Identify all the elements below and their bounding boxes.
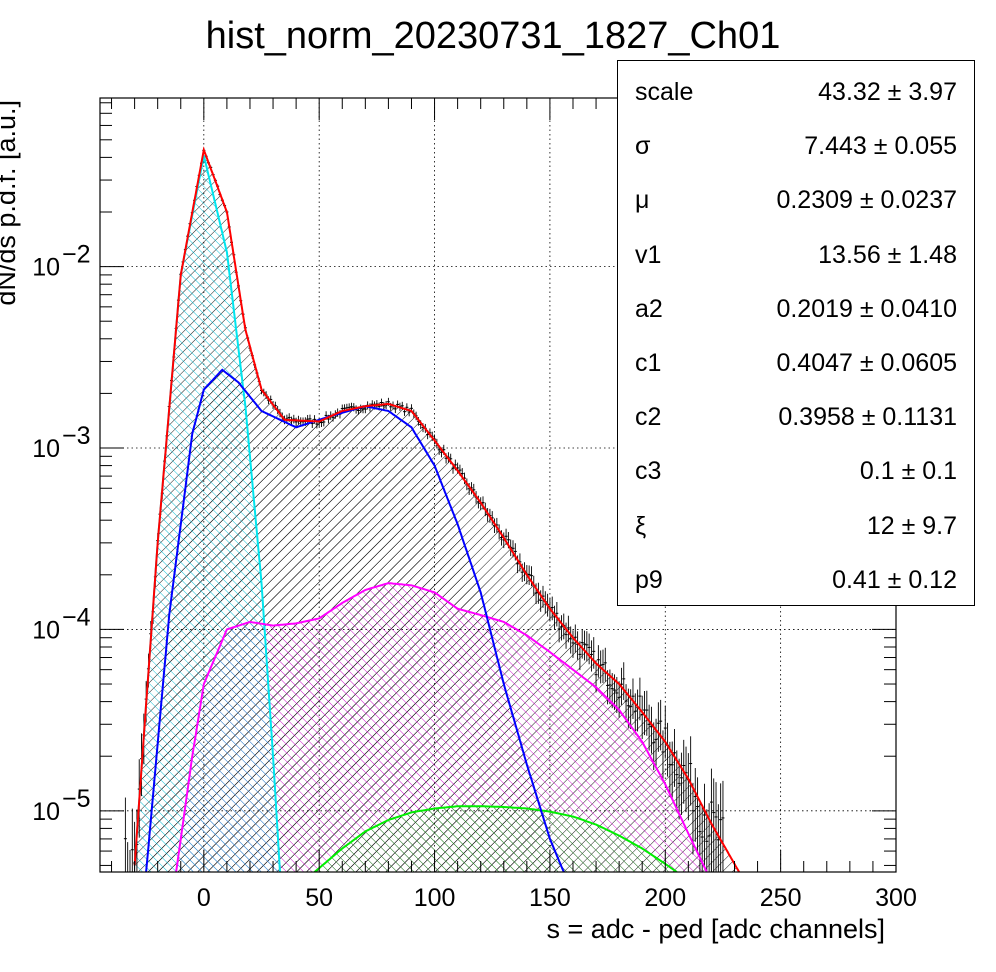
stat-value: 0.3958 ± 0.1131	[778, 403, 957, 432]
x-tick-label: 100	[414, 884, 456, 912]
stat-name: ξ	[635, 511, 647, 540]
stat-row: μ 0.2309 ± 0.0237	[618, 173, 974, 227]
stat-row: a2 0.2019 ± 0.0410	[618, 282, 974, 336]
stat-name: c2	[635, 403, 662, 432]
hatched-fills	[134, 149, 740, 872]
stat-value: 0.2019 ± 0.0410	[776, 294, 957, 323]
hatched-area-4	[314, 806, 677, 872]
y-tick-label: 10	[32, 798, 60, 826]
stat-name: σ	[635, 132, 651, 161]
stat-name: a2	[635, 294, 663, 323]
fit-curve-3	[175, 582, 708, 872]
stat-row: σ 7.443 ± 0.055	[618, 119, 974, 173]
stat-value: 0.2309 ± 0.0237	[776, 186, 957, 215]
stat-value: 43.32 ± 3.97	[818, 78, 957, 106]
stat-value: 13.56 ± 1.48	[818, 240, 957, 269]
stat-name: c3	[635, 457, 662, 486]
y-tick-exponent: −4	[62, 603, 91, 631]
x-tick-label: 250	[760, 884, 802, 912]
stat-row: c1 0.4047 ± 0.0605	[618, 336, 974, 390]
x-tick-label: 0	[197, 884, 211, 912]
stat-row: c2 0.3958 ± 0.1131	[618, 390, 974, 444]
y-axis-label: dN/ds p.d.f. [a.u.]	[0, 100, 21, 306]
stat-name: v1	[635, 240, 662, 269]
fit-curves	[133, 146, 740, 872]
stat-row: p9 0.41 ± 0.12	[618, 553, 974, 607]
x-tick-label: 150	[529, 884, 571, 912]
stat-name: scale	[635, 78, 694, 106]
stat-name: c1	[635, 349, 662, 377]
x-tick-label: 300	[875, 884, 917, 912]
stat-name: p9	[635, 565, 663, 594]
y-tick-labels: 10−210−310−410−5	[32, 241, 90, 826]
y-tick-label: 10	[32, 435, 60, 463]
y-tick-exponent: −3	[62, 422, 91, 450]
y-tick-exponent: −2	[62, 241, 91, 269]
chart-title: hist_norm_20230731_1827_Ch01	[206, 15, 781, 57]
stat-row: v1 13.56 ± 1.48	[618, 228, 974, 282]
fit-curve-0	[133, 146, 740, 872]
hatched-area-3	[176, 583, 707, 872]
x-tick-labels: 0 50 100 150 200 250 300	[197, 884, 917, 912]
fit-curve-4	[313, 805, 678, 872]
stat-row: scale 43.32 ± 3.97	[618, 65, 974, 119]
stat-row: c3 0.1 ± 0.1	[618, 444, 974, 498]
stat-name: μ	[635, 186, 650, 215]
x-tick-label: 50	[305, 884, 333, 912]
stat-value: 12 ± 9.7	[866, 511, 957, 540]
y-tick-label: 10	[32, 254, 60, 282]
x-tick-label: 200	[644, 884, 686, 912]
hatched-area-1	[134, 155, 280, 872]
y-tick-exponent: −5	[62, 785, 91, 813]
fit-stats-box: scale 43.32 ± 3.97 σ 7.443 ± 0.055 μ 0.2309 ±…	[617, 60, 975, 606]
stat-value: 7.443 ± 0.055	[804, 132, 957, 161]
y-tick-label: 10	[32, 616, 60, 644]
stat-value: 0.4047 ± 0.0605	[776, 349, 957, 377]
x-axis-label: s = adc - ped [adc channels]	[547, 914, 885, 944]
stat-value: 0.1 ± 0.1	[859, 457, 957, 486]
stat-value: 0.41 ± 0.12	[832, 565, 957, 594]
stat-row: ξ 12 ± 9.7	[618, 499, 974, 553]
